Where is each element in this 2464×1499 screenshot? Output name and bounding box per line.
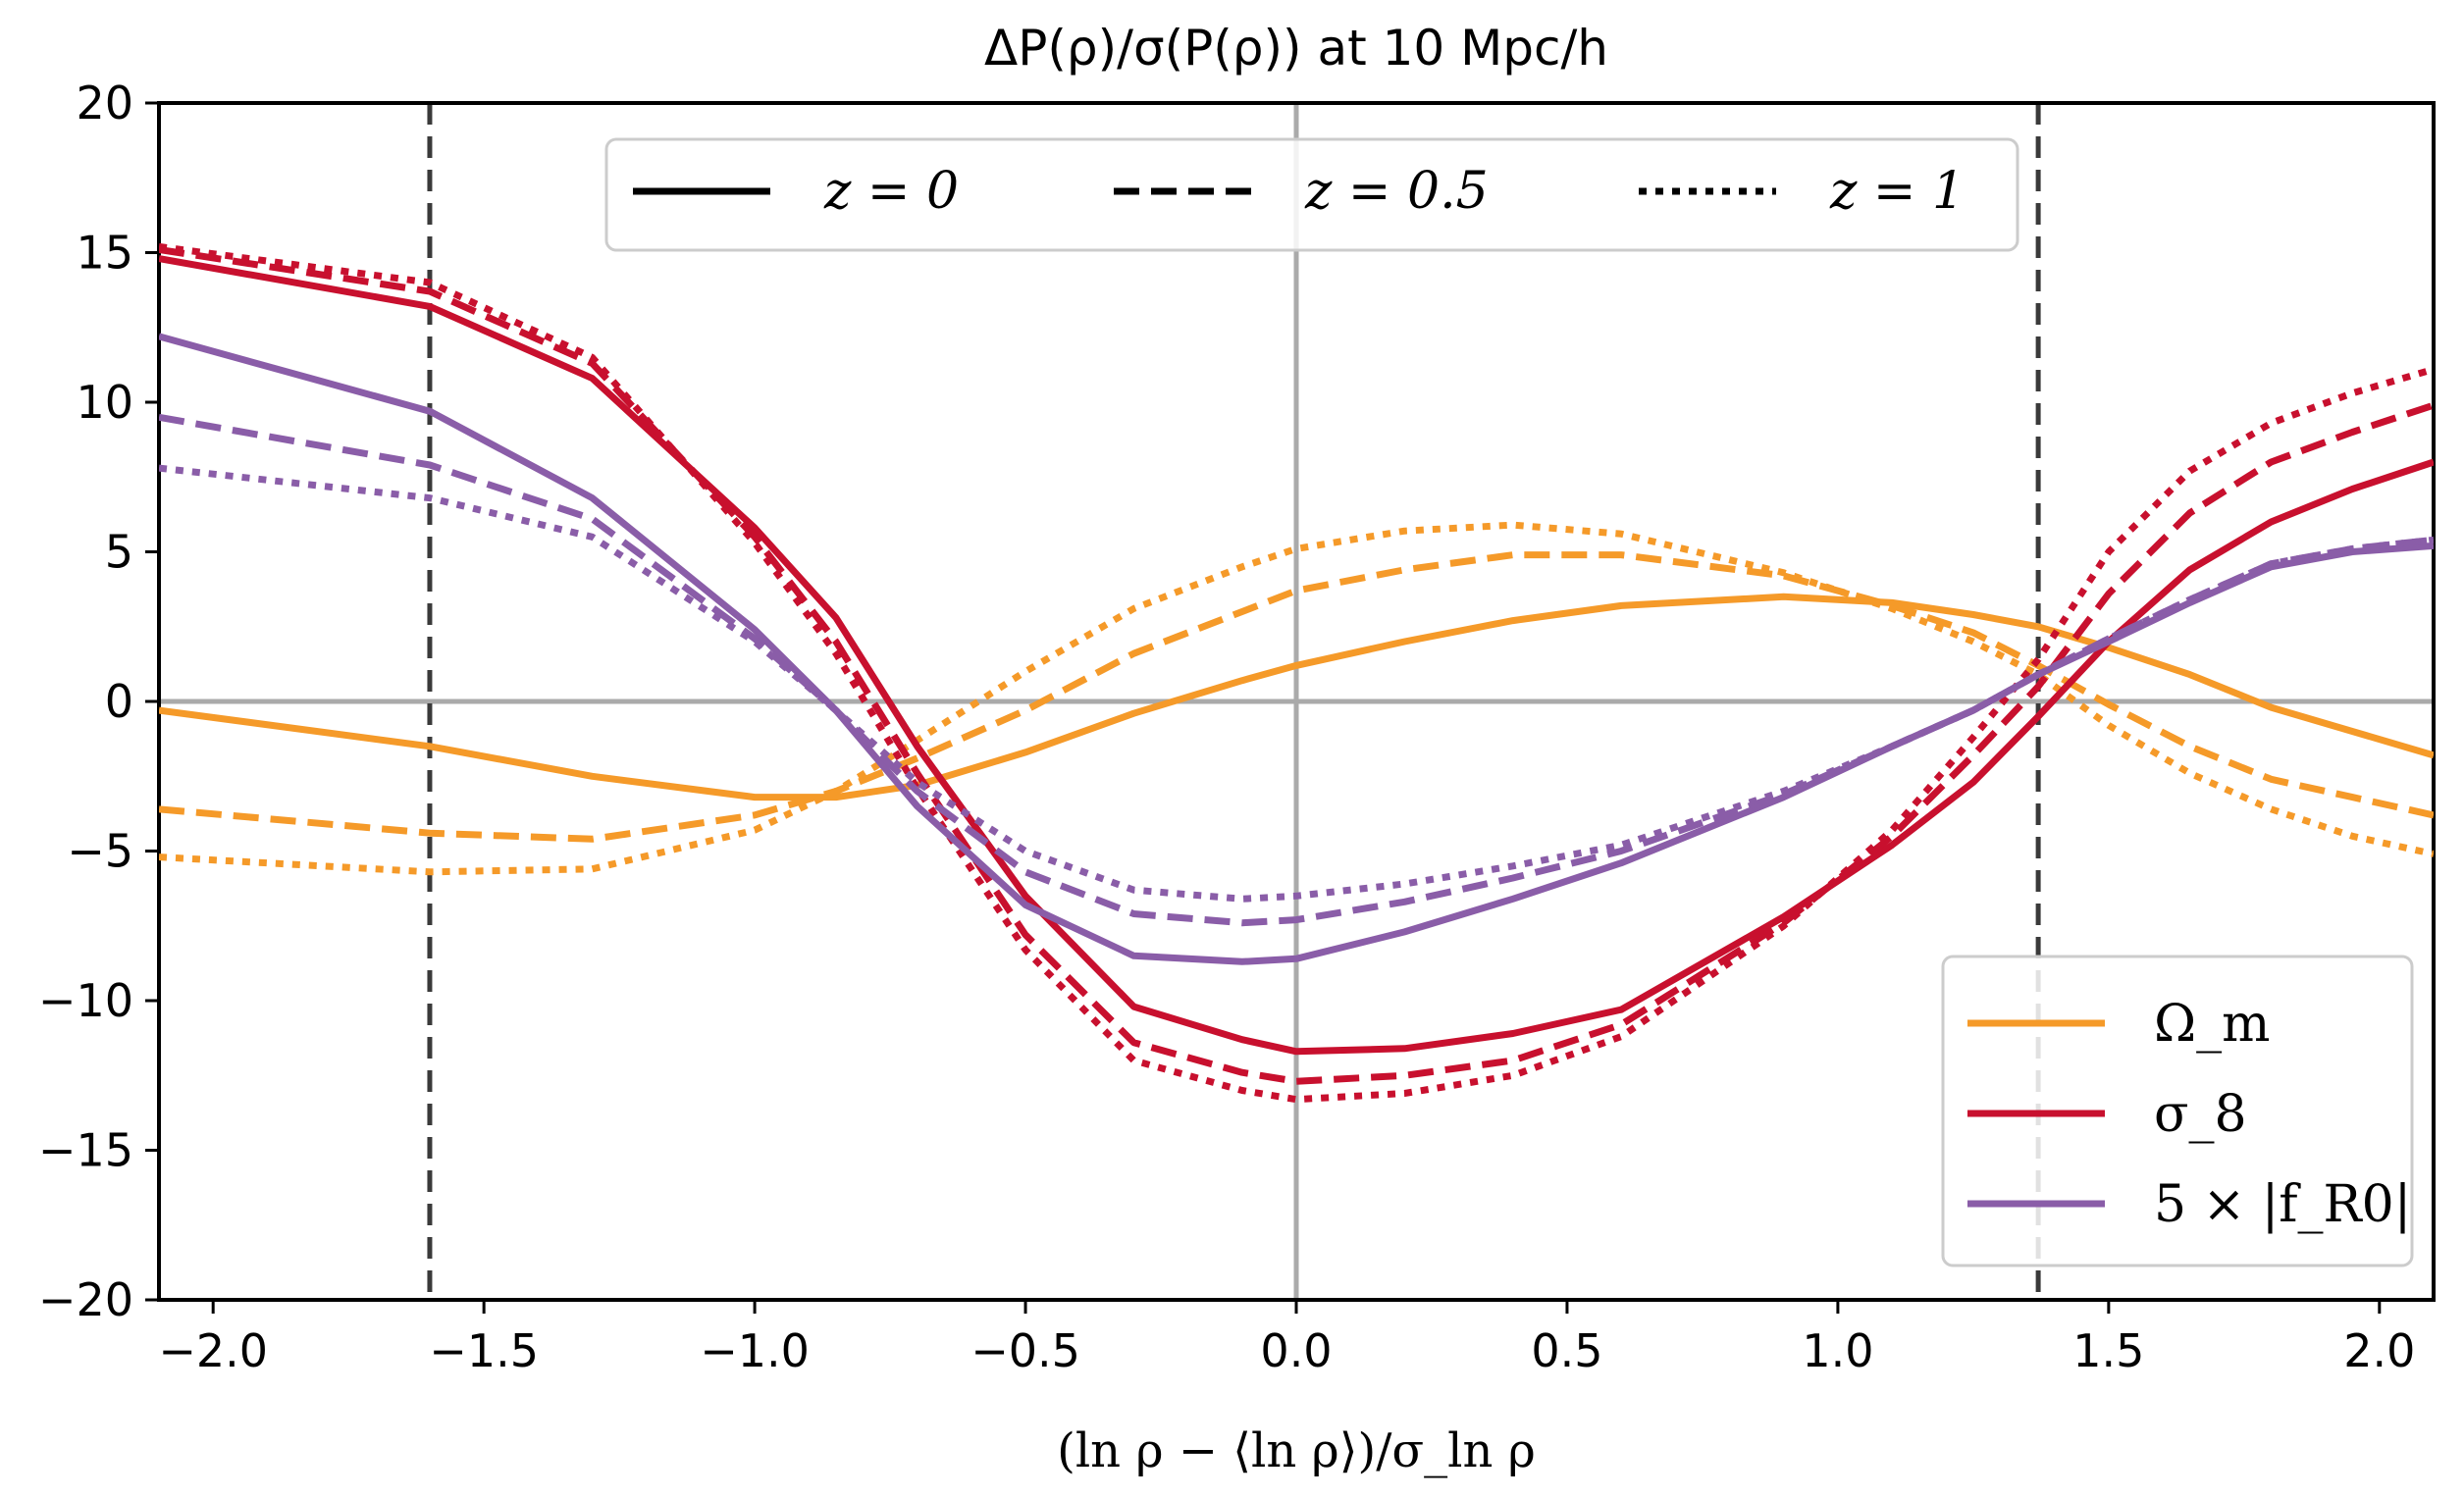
y-tick-label: 20 bbox=[76, 77, 133, 129]
series-Omega_m-z0-line bbox=[159, 593, 2434, 801]
y-tick-label: −5 bbox=[67, 825, 133, 878]
x-tick-label: −0.5 bbox=[970, 1324, 1080, 1377]
parameter-legend: Ω_m σ_8 5 × |f_R0| bbox=[1941, 955, 2414, 1267]
legend-param-label: Ω_m bbox=[2154, 995, 2270, 1054]
y-tick-label: −15 bbox=[38, 1124, 133, 1177]
series-sigma_8-z0_5-line bbox=[159, 245, 2434, 1085]
x-tick-label: 0.5 bbox=[1531, 1324, 1602, 1377]
x-tick-label: −1.0 bbox=[700, 1324, 810, 1377]
y-tick-label: −10 bbox=[38, 974, 133, 1027]
x-tick-label: 1.0 bbox=[1802, 1324, 1873, 1377]
x-tick-label: 2.0 bbox=[2343, 1324, 2415, 1377]
chart-title: ΔP(ρ)/σ(P(ρ)) at 10 Mpc/h bbox=[984, 20, 1608, 77]
x-tick-label: −1.5 bbox=[429, 1324, 539, 1377]
y-tick-label: 5 bbox=[105, 526, 133, 579]
legend-param-label: 5 × |f_R0| bbox=[2154, 1175, 2411, 1234]
legend-linestyle-label: z = 0 bbox=[823, 162, 959, 221]
series-sigma_8-z1-line bbox=[159, 242, 2434, 1104]
series-sigma_8-z0-line bbox=[159, 255, 2434, 1056]
axes: −2.0 −1.5 −1.0 −0.5 0.0 0.5 1.0 1.5 2.0 −20 −15 −10… bbox=[38, 77, 2436, 1377]
legend-linestyle-label: z = 1 bbox=[1829, 162, 1965, 221]
y-tick-label: 0 bbox=[105, 675, 133, 728]
x-tick-label: −2.0 bbox=[158, 1324, 268, 1377]
series-group bbox=[159, 242, 2434, 1104]
linestyle-legend-box bbox=[604, 137, 2019, 252]
linestyle-legend: z = 0 z = 0.5 z = 1 bbox=[604, 137, 2019, 252]
legend-linestyle-label: z = 0.5 bbox=[1304, 162, 1489, 221]
legend-param-label: σ_8 bbox=[2154, 1085, 2247, 1144]
series-fR0-z1-line bbox=[159, 464, 2434, 903]
x-axis-label: (ln ρ − ⟨ln ρ⟩)/σ_ln ρ bbox=[1057, 1423, 1536, 1478]
plot-frame bbox=[157, 101, 2436, 1302]
x-tick-label: 0.0 bbox=[1260, 1324, 1332, 1377]
y-tick-label: −20 bbox=[38, 1273, 133, 1326]
series-Omega_m-z0_5-line bbox=[159, 551, 2434, 843]
x-tick-label: 1.5 bbox=[2072, 1324, 2144, 1377]
y-tick-label: 15 bbox=[76, 227, 133, 280]
parameter-legend-box bbox=[1941, 955, 2414, 1267]
y-tick-label: 10 bbox=[76, 376, 133, 429]
